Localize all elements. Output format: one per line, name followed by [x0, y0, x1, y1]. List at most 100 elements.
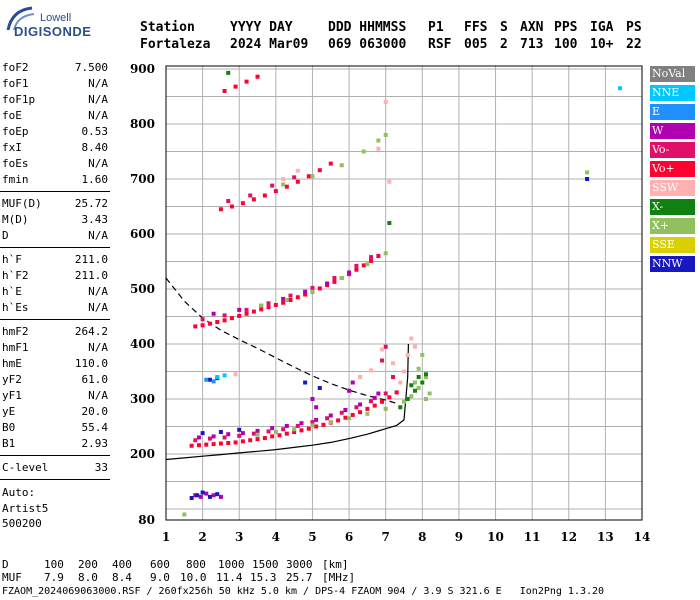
muf-value: 15.3 [250, 571, 277, 584]
echo-point-vominus [207, 436, 212, 441]
param-separator [0, 319, 110, 320]
header-iga-value: 10+ [590, 37, 614, 52]
param-fmin: fmin 1.60 [2, 172, 108, 187]
param-value: 61.0 [81, 373, 109, 386]
y-tick-label: 80 [138, 513, 155, 527]
echo-point-vominus [354, 405, 359, 410]
logo-lowell-text: Lowell [40, 12, 72, 24]
header-station-label: Station [140, 20, 195, 35]
echo-point-vominus [237, 433, 242, 438]
echo-point-voplus [380, 399, 385, 404]
param-fof1p: foF1p N/A [2, 92, 108, 107]
header-ps-label: PS [626, 20, 642, 35]
autoscale-code: 500200 [2, 517, 42, 530]
echo-point-ssw [409, 336, 414, 341]
echo-point-xplus [423, 397, 428, 401]
plot-frame [165, 65, 643, 521]
param-b1: B1 2.93 [2, 436, 108, 451]
echo-point-voplus [262, 436, 267, 441]
param-name: h`E [2, 285, 22, 298]
echo-point-voplus [317, 286, 322, 291]
echo-point-xminus [409, 383, 414, 388]
digisonde-logo-icon [6, 6, 35, 31]
header-pps-value: 100 [554, 37, 578, 52]
param-value: N/A [88, 389, 108, 402]
y-tick-label: 700 [130, 172, 155, 186]
echo-point-w [347, 270, 352, 275]
echo-point-voplus [226, 441, 231, 445]
x-tick-label: 9 [455, 530, 463, 544]
echo-point-voplus [215, 320, 220, 324]
y-tick-label: 500 [130, 282, 155, 296]
echo-point-w [211, 434, 216, 439]
param-mufd: MUF(D) 25.72 [2, 196, 108, 211]
echo-point-voplus [365, 406, 370, 411]
distance-value: 1000 [218, 558, 245, 571]
header-ps-value: 22 [626, 37, 642, 52]
legend-item-e: E [650, 104, 695, 120]
echo-point-vominus [369, 399, 374, 404]
param-name: h`Es [2, 301, 29, 314]
param-value: N/A [88, 77, 108, 90]
echo-point-w [211, 311, 216, 316]
param-md: M(D) 3.43 [2, 212, 108, 227]
echo-point-nnw [303, 380, 308, 385]
header-pps-label: PPS [554, 20, 578, 35]
echo-point-voplus [295, 295, 300, 300]
legend-item-nne: NNE [650, 85, 695, 101]
echo-point-xplus [585, 170, 590, 175]
echo-point-xplus [416, 366, 421, 371]
x-tick-label: 13 [597, 530, 614, 544]
header-ffs-label: FFS [464, 20, 488, 35]
echo-point-vominus [251, 431, 256, 436]
echo-point-voplus [196, 443, 201, 448]
y-tick-label: 200 [130, 447, 155, 461]
echo-point-voplus [354, 267, 359, 272]
param-name: h`F2 [2, 269, 29, 282]
param-hmf2: hmF2 264.2 [2, 324, 108, 339]
legend-item-w: W [650, 123, 695, 139]
param-name: foEs [2, 157, 29, 170]
param-separator [0, 479, 110, 480]
param-value: 2.93 [81, 437, 109, 450]
echo-point-w [281, 296, 286, 301]
echo-point-w [198, 494, 203, 499]
param-he: h`E N/A [2, 284, 108, 299]
x-tick-label: 10 [487, 530, 504, 544]
echo-point-voplus [229, 316, 234, 321]
echo-point-ssw [380, 347, 385, 352]
echo-point-xminus [405, 397, 410, 401]
distance-value: 400 [112, 558, 132, 571]
echo-point-ssw [369, 368, 374, 373]
echo-point-vominus [332, 276, 337, 280]
legend-item-x-plus: X+ [650, 218, 695, 234]
echo-point-xplus [365, 411, 370, 416]
param-value: 20.0 [81, 405, 109, 418]
header-date-value: 2024 Mar09 [230, 37, 309, 52]
echo-point-xplus [310, 289, 315, 294]
param-name: yE [2, 405, 16, 418]
param-name: yF1 [2, 389, 22, 402]
param-fof1: foF1 N/A [2, 76, 108, 91]
echo-point-voplus [350, 412, 355, 417]
header-s-value: 2 [500, 37, 508, 52]
legend-item-noval: NoVal [650, 66, 695, 82]
echo-point-w [325, 281, 330, 286]
header-ffs-value: 005 [464, 37, 488, 52]
echo-point-xplus [347, 416, 352, 421]
param-value: N/A [88, 157, 108, 170]
echo-point-voplus [295, 179, 300, 184]
echo-point-voplus [233, 84, 238, 89]
echo-point-xplus [273, 430, 278, 434]
param-separator [0, 191, 110, 192]
echo-point-vominus [325, 416, 330, 421]
echo-point-voplus [284, 184, 289, 189]
x-tick-label: 3 [235, 530, 243, 544]
echo-point-vominus [383, 344, 388, 349]
muf-value: 8.0 [78, 571, 98, 584]
echo-point-voplus [233, 440, 238, 445]
curve-profile-dashed [165, 277, 397, 404]
echo-point-w [376, 391, 381, 396]
footer-file-info: FZAOM_2024069063000.RSF / 260fx256h 50 k… [2, 586, 605, 597]
header-axn-label: AXN [520, 20, 544, 35]
